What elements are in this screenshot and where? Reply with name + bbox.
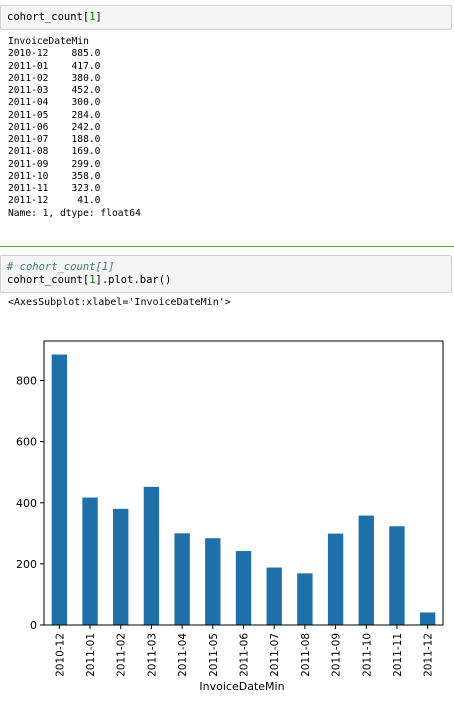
x-tick-label: 2011-01 (85, 633, 97, 677)
series-row: 2010-12 885.0 (8, 48, 101, 60)
x-tick-label: 2011-10 (361, 633, 373, 677)
series-row: 2011-05 284.0 (8, 109, 101, 121)
cell-separator (0, 246, 454, 247)
bar (235, 551, 252, 625)
code-line: cohort_count[1].plot.bar() (7, 274, 172, 286)
bar (327, 533, 344, 625)
series-row: 2011-09 299.0 (8, 158, 101, 170)
series-row: 2011-04 300.0 (8, 97, 101, 109)
x-tick-label: 2011-08 (300, 633, 312, 677)
series-row: 2011-03 452.0 (8, 85, 101, 96)
code-cell-2-input[interactable]: # cohort_count[1] cohort_count[1].plot.b… (0, 255, 452, 293)
bar (389, 526, 405, 625)
series-row: 2011-11 323.0 (8, 183, 101, 194)
y-tick-label: 200 (16, 558, 37, 571)
bar (51, 354, 68, 625)
code-line: cohort_count[1] (7, 11, 102, 23)
series-row: 2011-01 417.0 (8, 60, 101, 72)
x-tick-label: 2011-12 (423, 633, 435, 677)
x-tick-label: 2011-09 (331, 633, 343, 677)
cell-1-output: InvoiceDateMin 2010-12 885.0 2011-01 417… (8, 36, 141, 220)
y-tick-label: 0 (30, 619, 37, 632)
y-tick-label: 400 (16, 497, 37, 510)
code-cell-1-input[interactable]: cohort_count[1] (0, 5, 452, 30)
series-row: 2011-08 169.0 (8, 146, 101, 158)
x-tick-label: 2011-03 (146, 633, 158, 677)
series-row: 2011-07 188.0 (8, 134, 101, 145)
series-row: 2011-02 380.0 (8, 72, 101, 84)
x-tick-label: 2011-05 (208, 633, 220, 677)
bar (358, 515, 374, 625)
y-tick-label: 800 (16, 375, 37, 388)
bar (266, 567, 282, 625)
bar (143, 486, 160, 625)
series-row: 2011-10 358.0 (8, 170, 101, 182)
x-tick-label: 2011-02 (116, 633, 128, 677)
output-footer: Name: 1, dtype: float64 (8, 207, 141, 219)
bar (419, 612, 436, 625)
bar (205, 538, 221, 625)
bar-chart: 0 200 400 600 800 2010-12 2011-01 2011-02 2011-… (16, 340, 444, 693)
x-tick-label: 2011-07 (269, 633, 281, 677)
bar (297, 573, 313, 625)
x-tick-label: 2010-12 (54, 633, 66, 677)
x-tick-label: 2011-06 (239, 633, 251, 677)
y-tick-label: 600 (16, 436, 37, 449)
series-rows: 2010-12 885.0 2011-01 417.0 2011-02 380.… (8, 48, 100, 206)
x-tick-label: 2011-11 (392, 633, 404, 677)
x-tick-label: 2011-04 (177, 633, 189, 677)
axes-subplot-repr: <AxesSubplot:xlabel='InvoiceDateMin'> (8, 297, 231, 308)
bar (174, 533, 190, 625)
x-axis-label: InvoiceDateMin (199, 680, 284, 693)
output-header: InvoiceDateMin (8, 36, 89, 47)
code-comment: # cohort_count[1] (7, 261, 115, 273)
bar (82, 497, 98, 625)
series-row: 2011-12 41.0 (8, 195, 101, 207)
bar (113, 508, 129, 625)
series-row: 2011-06 242.0 (8, 121, 101, 133)
